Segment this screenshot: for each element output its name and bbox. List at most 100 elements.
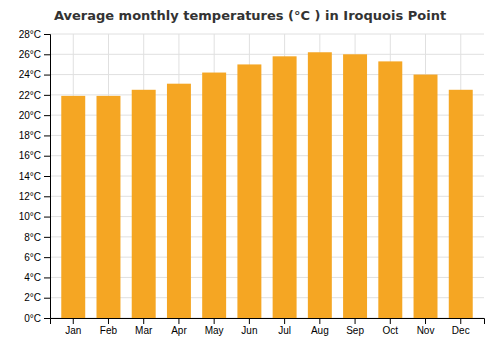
x-tick: Sep [346, 318, 364, 336]
y-tick: 4°C [24, 272, 50, 283]
bar [308, 52, 332, 318]
bar [237, 64, 261, 318]
grid-line [50, 34, 484, 35]
x-tick-mark [214, 318, 215, 324]
x-axis: Jan Feb Mar Apr May Jun Jul Aug Sep Oct Nov Dec [51, 318, 485, 336]
y-tick-label: 18°C [19, 130, 41, 141]
title: Average monthly temperatures (°C ) in Ir… [54, 8, 446, 23]
y-tick-mark [44, 298, 50, 299]
bar [167, 84, 191, 318]
x-tick-label: Dec [452, 325, 470, 336]
y-tick-label: 2°C [24, 292, 41, 303]
y-tick: 2°C [24, 292, 50, 303]
y-tick-label: 28°C [19, 29, 41, 40]
x-tick: Jul [278, 318, 291, 336]
y-tick-label: 10°C [19, 211, 41, 222]
x-tick-label: Aug [311, 325, 329, 336]
x-tick-mark [425, 318, 426, 324]
y-tick-mark [44, 54, 50, 55]
y-tick-label: 16°C [19, 150, 41, 161]
bar [97, 96, 121, 318]
y-tick: 26°C [19, 49, 50, 60]
x-tick-label: May [205, 325, 224, 336]
y-tick: 20°C [19, 110, 50, 121]
y-tick-mark [44, 95, 50, 96]
x-tick-mark [143, 318, 144, 324]
x-tick-mark [390, 318, 391, 324]
x-tick-label: Feb [100, 325, 118, 336]
x-tick: Jan [65, 318, 81, 336]
y-tick: 8°C [24, 232, 50, 243]
x-tick: Aug [311, 318, 329, 336]
x-tick-label: Jun [241, 325, 257, 336]
x-tick-mark [319, 318, 320, 324]
chart: 0°C 2°C 4°C 6°C 8°C 10°C 12°C 14°C 16°C 18°C 20°C 2… [0, 0, 500, 350]
y-tick: 12°C [19, 191, 50, 202]
y-tick-label: 26°C [19, 49, 41, 60]
y-tick-label: 22°C [19, 90, 41, 101]
bar [132, 90, 156, 318]
grid-line [50, 54, 484, 55]
y-tick: 6°C [24, 252, 50, 263]
y-tick-label: 14°C [19, 171, 41, 182]
x-tick-label: Oct [383, 325, 399, 336]
y-tick: 18°C [19, 130, 50, 141]
y-tick-mark [44, 75, 50, 76]
y-tick-mark [44, 156, 50, 157]
y-tick-label: 6°C [24, 252, 41, 263]
y-tick-label: 4°C [24, 272, 41, 283]
x-tick: May [205, 318, 224, 336]
bar [202, 73, 226, 318]
x-tick-label: Sep [346, 325, 364, 336]
y-tick: 28°C [19, 29, 50, 40]
x-tick: Dec [452, 318, 470, 336]
bar [273, 56, 297, 318]
y-tick: 16°C [19, 150, 50, 161]
y-tick-mark [44, 237, 50, 238]
x-tick: Jun [241, 318, 257, 336]
x-tick: Mar [135, 318, 153, 336]
y-tick-label: 8°C [24, 232, 41, 243]
x-tick-mark [249, 318, 250, 324]
y-tick: 14°C [19, 171, 50, 182]
x-axis-line [51, 319, 485, 325]
x-tick-mark [355, 318, 356, 324]
y-tick-mark [44, 196, 50, 197]
y-tick-mark [44, 277, 50, 278]
y-tick-label: 20°C [19, 110, 41, 121]
bar [61, 96, 85, 318]
y-tick: 0°C [24, 313, 50, 324]
y-tick: 24°C [19, 69, 50, 80]
x-tick: Nov [417, 318, 435, 336]
bar [449, 90, 473, 318]
x-tick: Oct [383, 318, 399, 336]
x-tick-label: Jan [65, 325, 81, 336]
y-axis: 0°C 2°C 4°C 6°C 8°C 10°C 12°C 14°C 16°C 18°C 20°C 2… [19, 29, 51, 324]
x-tick-label: Nov [417, 325, 435, 336]
y-tick-mark [44, 115, 50, 116]
x-tick-mark [108, 318, 109, 324]
x-tick-label: Jul [278, 325, 291, 336]
y-tick-mark [44, 257, 50, 258]
x-tick-mark [284, 318, 285, 324]
y-tick-mark [44, 217, 50, 218]
x-tick-label: Apr [171, 325, 187, 336]
bar [414, 75, 438, 318]
x-tick: Feb [100, 318, 118, 336]
y-tick: 10°C [19, 211, 50, 222]
bar [378, 61, 402, 318]
x-tick-label: Mar [135, 325, 153, 336]
bar [343, 54, 367, 318]
y-tick-mark [44, 318, 50, 319]
x-tick-mark [73, 318, 74, 324]
y-tick-mark [44, 135, 50, 136]
y-tick-mark [44, 176, 50, 177]
y-axis-line [44, 35, 51, 319]
plot-area: 0°C 2°C 4°C 6°C 8°C 10°C 12°C 14°C 16°C 18°C 20°C 2… [19, 29, 485, 336]
x-tick: Apr [171, 318, 187, 336]
x-tick-mark [460, 318, 461, 324]
grid [50, 34, 484, 318]
y-tick-label: 12°C [19, 191, 41, 202]
x-tick-mark [178, 318, 179, 324]
y-tick-label: 0°C [24, 313, 41, 324]
